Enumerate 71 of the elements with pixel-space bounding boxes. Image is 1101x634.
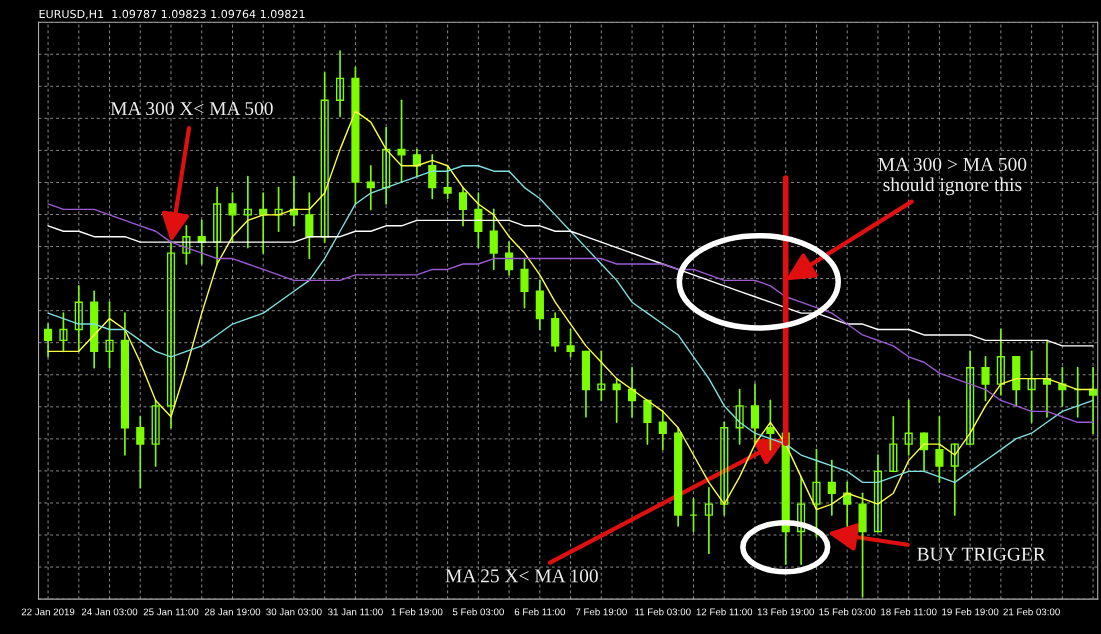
candlestick (382, 126, 391, 205)
candlestick (904, 399, 913, 456)
candlestick (873, 454, 883, 533)
x-tick-label: 19 Feb 19:00 (942, 608, 999, 616)
candlestick (643, 399, 652, 445)
candlestick (966, 350, 975, 445)
candlestick (935, 415, 944, 484)
candlestick (812, 448, 821, 538)
x-tick-label: 11 Feb 03:00 (635, 608, 691, 616)
candlestick (1089, 366, 1098, 435)
candlestick (320, 72, 329, 243)
candlestick (305, 192, 314, 260)
candlestick (597, 350, 606, 402)
annotation: MA 300 X< MA 500 (110, 101, 273, 116)
x-tick-label: 22 Jan 2019 (21, 608, 75, 616)
candlestick (458, 186, 468, 227)
candlestick (274, 186, 283, 233)
chart-title: EURUSD,H1 1.09787 1.09823 1.09764 1.09821 (39, 9, 305, 20)
candlestick (228, 192, 237, 243)
x-tick-label: 24 Jan 03:00 (81, 608, 138, 616)
x-tick-label: 31 Jan 11:00 (328, 608, 383, 616)
x-tick-label: 28 Jan 19:00 (204, 608, 261, 616)
x-tick-label: 21 Feb 03:00 (1003, 608, 1060, 616)
candlestick (505, 241, 514, 276)
candlestick (366, 164, 375, 211)
candlestick (981, 355, 990, 402)
candlestick (520, 257, 529, 309)
annotation: MA 25 X< MA 100 (445, 569, 598, 583)
candlestick (566, 328, 575, 358)
candlestick (474, 192, 483, 249)
candlestick (735, 388, 744, 445)
x-tick-label: 1 Feb 19:00 (391, 608, 443, 616)
candlestick (335, 50, 345, 118)
candlestick (105, 301, 114, 369)
candlestick (996, 328, 1005, 396)
candlestick (182, 224, 191, 265)
x-tick-label: 30 Jan 03:00 (266, 608, 322, 616)
candlestick (766, 399, 775, 451)
candlestick (243, 175, 252, 249)
x-tick-label: 12 Feb 11:00 (696, 608, 753, 616)
candlestick (627, 366, 637, 418)
candlestick (889, 415, 898, 473)
x-tick-label: 18 Feb 11:00 (881, 608, 937, 616)
candlestick (658, 410, 667, 451)
candlestick (136, 415, 145, 489)
x-tick-label: 5 Feb 03:00 (452, 608, 504, 616)
candlestick (950, 443, 959, 516)
candlestick (750, 383, 760, 445)
candlestick (704, 486, 713, 555)
annotation: MA 300 > MA 500 should ignore this (878, 157, 1027, 196)
candlestick (1027, 350, 1036, 424)
candlestick (612, 377, 621, 424)
x-tick-label: 7 Feb 19:00 (575, 608, 627, 616)
candlestick (166, 241, 176, 429)
candlestick (43, 323, 53, 358)
x-tick-label: 15 Feb 03:00 (819, 608, 876, 616)
candlestick (213, 186, 222, 265)
candlestick (151, 399, 160, 467)
candlestick (489, 208, 498, 271)
candlestick (428, 153, 437, 200)
candlestick (720, 421, 729, 516)
x-tick-label: 13 Feb 19:00 (757, 608, 814, 616)
candlestick (74, 284, 83, 353)
candlestick (797, 476, 806, 566)
x-tick-label: 25 Jan 11:00 (143, 608, 199, 616)
candlestick (827, 459, 836, 516)
x-tick-label: 6 Feb 11:00 (514, 608, 566, 616)
candlestick (397, 99, 406, 183)
candlestick (59, 312, 68, 353)
candlestick (443, 164, 452, 200)
annotation: BUY TRIGGER (917, 547, 1046, 561)
